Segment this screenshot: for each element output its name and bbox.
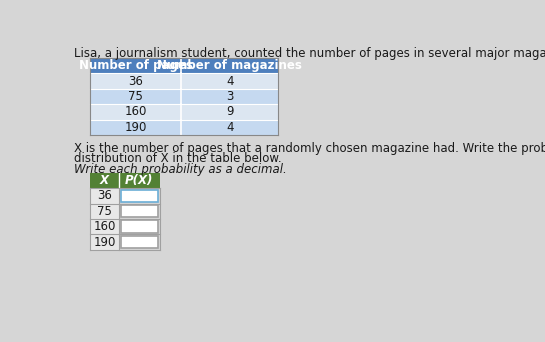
Text: Number of magazines: Number of magazines	[158, 59, 302, 72]
Bar	[121, 236, 158, 248]
Text: Number of pages: Number of pages	[78, 59, 192, 72]
Bar	[90, 203, 119, 219]
Bar	[90, 89, 181, 104]
Text: P(X): P(X)	[125, 174, 154, 187]
Text: 36: 36	[128, 75, 143, 88]
Text: Lisa, a journalism student, counted the number of pages in several major magazin: Lisa, a journalism student, counted the …	[74, 47, 545, 60]
Bar	[90, 219, 119, 234]
Bar	[181, 74, 278, 89]
Text: X is the number of pages that a randomly chosen magazine had. Write the probabil: X is the number of pages that a randomly…	[74, 142, 545, 155]
Text: 190: 190	[124, 121, 147, 134]
Bar	[121, 221, 158, 233]
Text: 36: 36	[97, 189, 112, 202]
Text: distribution of X in the table below.: distribution of X in the table below.	[74, 152, 281, 165]
Text: 190: 190	[93, 236, 116, 249]
Text: 75: 75	[128, 90, 143, 103]
Text: 4: 4	[226, 121, 233, 134]
Bar	[181, 104, 278, 120]
Bar	[121, 190, 158, 202]
Bar	[181, 120, 278, 135]
Bar	[121, 205, 158, 218]
Bar	[90, 120, 181, 135]
Bar	[90, 188, 119, 203]
Bar	[90, 173, 119, 188]
Text: 3: 3	[226, 90, 233, 103]
Text: X: X	[100, 174, 109, 187]
Text: 4: 4	[226, 75, 233, 88]
Text: 160: 160	[93, 220, 116, 233]
Text: 9: 9	[226, 105, 233, 118]
Text: 75: 75	[97, 205, 112, 218]
Bar	[90, 234, 119, 250]
Text: 160: 160	[124, 105, 147, 118]
Bar	[181, 58, 278, 74]
Bar	[90, 74, 181, 89]
Bar	[119, 173, 160, 188]
Text: Write each probability as a decimal.: Write each probability as a decimal.	[74, 163, 286, 176]
Bar	[90, 104, 181, 120]
Bar	[181, 89, 278, 104]
Bar	[90, 58, 181, 74]
